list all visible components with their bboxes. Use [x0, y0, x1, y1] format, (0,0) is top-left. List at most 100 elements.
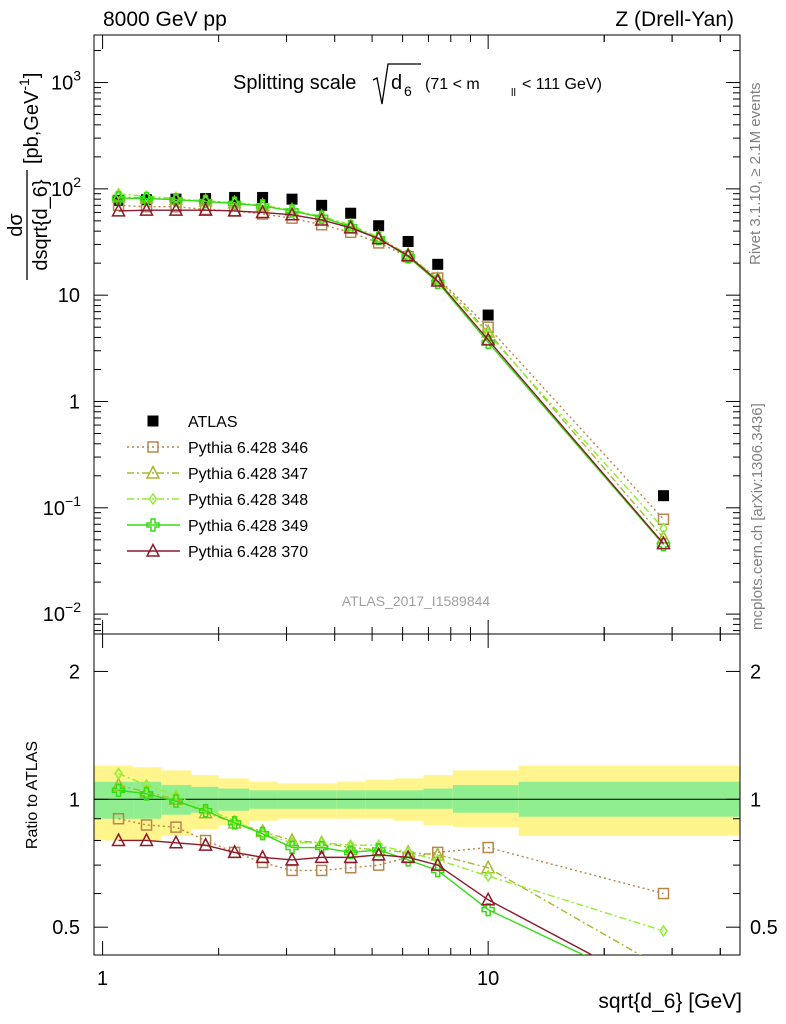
data-point-shape	[373, 220, 385, 232]
y-label-numerator: dσ	[5, 213, 27, 237]
ratio-y-tick-label-left: 2	[69, 661, 80, 683]
ratio-data-point	[198, 803, 213, 818]
ratio-data-point-shape	[140, 819, 153, 831]
data-point-shape	[481, 335, 495, 350]
data-point-shape	[343, 219, 358, 234]
data-point	[480, 331, 496, 346]
data-point	[139, 202, 154, 216]
ratio-series-line	[118, 839, 594, 955]
data-point-shape	[432, 258, 444, 270]
ratio-data-point	[430, 856, 445, 871]
ratio-y-tick-label-right: 1	[750, 789, 761, 811]
legend-marker	[145, 464, 161, 479]
data-point	[371, 230, 386, 245]
data-point-shape	[314, 211, 329, 226]
main-y-tick-label: 10−1	[43, 493, 81, 520]
ratio-data-point-shape	[111, 783, 126, 798]
ratio-data-point	[111, 776, 126, 791]
ratio-data-point	[227, 816, 242, 830]
data-point	[168, 202, 184, 216]
data-point	[432, 258, 444, 270]
ratio-data-point	[371, 843, 386, 857]
data-point-shape	[658, 490, 670, 502]
legend: ATLAS Pythia 6.428 346 Pythia 6.428 347 Pyt…	[127, 414, 308, 561]
ratio-data-point	[284, 832, 300, 847]
legend-marker	[145, 542, 161, 557]
ratio-data-point	[114, 767, 123, 780]
ratio-data-point-shape	[480, 859, 496, 874]
ratio-series-line	[118, 772, 664, 932]
data-point	[169, 192, 183, 207]
legend-label: Pythia 6.428 346	[188, 440, 308, 457]
legend-marker-shape	[148, 492, 158, 506]
ratio-data-point-shape	[112, 812, 125, 825]
data-point	[481, 335, 495, 350]
data-point	[227, 202, 242, 217]
data-point-shape	[141, 194, 153, 206]
ratio-data-point	[659, 924, 668, 938]
main-series-2	[111, 188, 671, 544]
ratio-data-point-shape	[169, 794, 183, 808]
legend-marker-shape	[147, 415, 159, 427]
series-line	[118, 196, 665, 539]
ratio-data-point	[255, 849, 270, 864]
data-point-shape	[139, 191, 154, 206]
data-point-shape	[400, 247, 416, 262]
data-point-shape	[659, 522, 668, 535]
data-point-shape	[168, 202, 184, 216]
ratio-data-point-shape	[480, 891, 496, 906]
ratio-plot-frame	[93, 633, 741, 956]
legend-label: Pythia 6.428 348	[188, 492, 308, 509]
inner-band-segment	[423, 788, 453, 809]
data-point-shape	[656, 537, 671, 552]
ratio-data-point-shape	[227, 816, 242, 830]
legend-marker	[147, 441, 159, 453]
title-range: (71 < m	[425, 76, 480, 93]
ratio-data-point	[314, 849, 329, 864]
ratio-data-point	[198, 837, 213, 851]
data-point-shape	[314, 210, 329, 225]
legend-marker	[146, 518, 160, 532]
ratio-data-point	[430, 863, 445, 878]
ratio-data-point	[480, 859, 496, 874]
data-point-shape	[284, 206, 300, 221]
ratio-data-point	[315, 864, 328, 877]
legend-label: Pythia 6.428 349	[188, 518, 308, 535]
legend-marker	[148, 492, 158, 506]
data-point	[111, 202, 126, 217]
ratio-data-point-shape	[227, 844, 242, 859]
ratio-data-point	[255, 826, 270, 841]
data-point	[430, 272, 445, 287]
ratio-data-point-shape	[315, 864, 328, 877]
ratio-data-point	[111, 783, 126, 798]
data-point	[111, 191, 126, 205]
ratio-data-point-shape	[343, 849, 358, 864]
ratio-data-point-shape	[168, 834, 184, 849]
ratio-data-point-shape	[371, 843, 386, 857]
ratio-data-point-shape	[170, 821, 182, 833]
ratio-data-point	[483, 869, 493, 883]
data-point-shape	[111, 202, 126, 217]
data-point-shape	[656, 535, 671, 550]
ratio-data-point	[480, 891, 496, 906]
data-point	[659, 522, 668, 535]
data-point	[656, 537, 671, 552]
title-symbol: d	[391, 72, 402, 94]
ratio-data-point-shape	[111, 776, 126, 791]
legend-label: ATLAS	[188, 414, 238, 431]
ratio-data-point	[139, 832, 154, 847]
title-range-end: < 111 GeV)	[522, 76, 602, 93]
ratio-data-point	[255, 823, 270, 838]
series-line	[118, 209, 665, 545]
ratio-data-point-shape	[255, 823, 270, 838]
main-y-tick-label: 102	[51, 174, 81, 201]
data-point	[400, 247, 416, 262]
ratio-data-point-shape	[400, 849, 416, 864]
legend-marker-shape	[145, 542, 161, 557]
data-point-shape	[227, 202, 242, 217]
data-point	[285, 204, 299, 218]
ratio-data-point-shape	[371, 846, 386, 861]
ratio-data-point-shape	[659, 924, 668, 938]
ratio-data-point-shape	[198, 837, 213, 851]
